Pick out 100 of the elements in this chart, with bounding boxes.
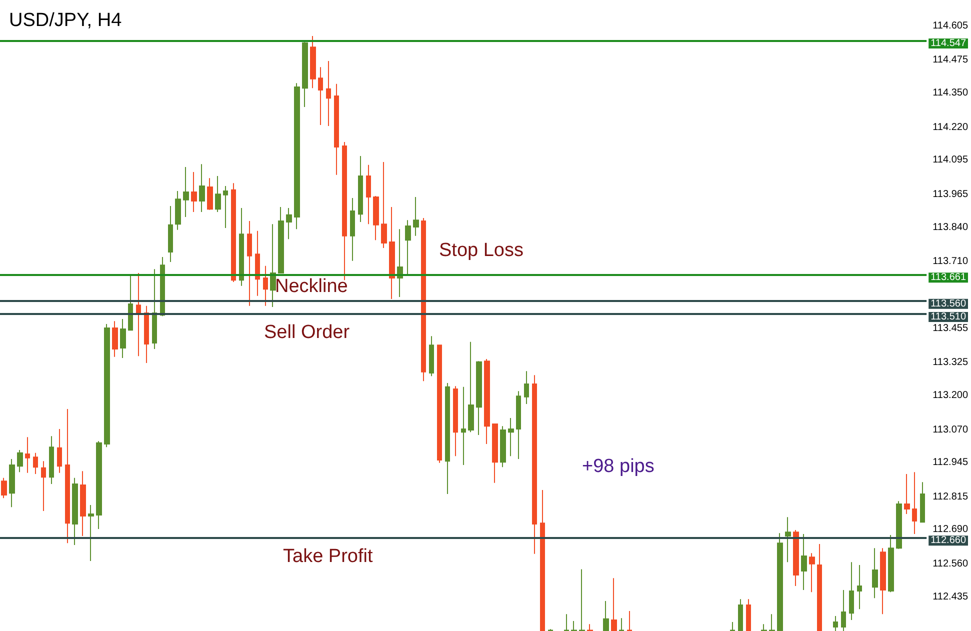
candlestick — [880, 548, 886, 615]
candlestick — [587, 624, 593, 631]
candlestick — [294, 82, 300, 230]
candlestick — [405, 220, 411, 276]
candlestick — [912, 472, 917, 534]
y-tick-label: 113.840 — [932, 222, 968, 233]
candlestick — [397, 228, 403, 298]
candlestick — [144, 305, 149, 364]
candlestick — [104, 324, 110, 448]
candlestick — [128, 275, 133, 331]
candlestick — [437, 344, 442, 464]
candlestick — [896, 500, 902, 550]
ref-line-label: 112.660 — [930, 535, 966, 546]
candlestick — [302, 42, 308, 108]
y-tick-label: 112.815 — [932, 491, 968, 502]
annotation: Sell Order — [264, 322, 350, 343]
candlestick — [239, 208, 244, 286]
candlestick — [389, 206, 395, 300]
y-tick-label: 114.220 — [932, 122, 968, 133]
candlestick — [849, 562, 854, 620]
y-tick-label: 114.350 — [932, 88, 968, 99]
candlestick — [484, 358, 490, 444]
candlestick — [247, 220, 252, 306]
candlestick — [746, 598, 751, 631]
candlestick — [777, 532, 783, 631]
candlestick — [25, 436, 30, 474]
candlestick — [524, 370, 529, 405]
annotation: Take Profit — [283, 546, 374, 567]
y-tick-label: 113.710 — [932, 256, 968, 267]
candlestick — [191, 172, 197, 212]
y-tick-label: 112.560 — [932, 558, 968, 570]
ref-line-label: 113.661 — [930, 272, 966, 284]
candlestick — [152, 268, 157, 350]
candlestick — [72, 477, 78, 546]
candlestick — [516, 390, 521, 460]
candlestick — [730, 622, 735, 631]
candlestick — [540, 490, 545, 631]
candlestick — [888, 534, 894, 593]
candlestick — [96, 440, 102, 530]
candlestick — [358, 155, 363, 222]
candlestick — [579, 568, 585, 631]
ref-line-label: 114.547 — [930, 38, 966, 50]
y-tick-label: 113.070 — [932, 424, 968, 436]
candlestick — [857, 564, 862, 610]
candlestick — [350, 198, 355, 262]
candlestick — [476, 360, 482, 436]
candlestick — [801, 533, 807, 590]
candlestick — [611, 578, 617, 631]
candlestick — [41, 460, 46, 512]
candlestick — [500, 426, 506, 468]
candlestick — [17, 450, 23, 473]
y-tick-label: 114.095 — [932, 154, 968, 166]
candlestick — [619, 618, 624, 631]
candlestick — [872, 548, 878, 599]
annotation: Neckline — [275, 276, 348, 297]
candlestick — [603, 600, 609, 631]
annotation: +98 pips — [582, 456, 654, 477]
candlestick — [817, 543, 822, 631]
candlestick — [270, 224, 276, 308]
y-tick-label: 112.690 — [932, 524, 968, 536]
candlestick — [738, 598, 743, 631]
candlestick — [761, 624, 767, 631]
candlestick — [468, 341, 474, 433]
y-tick-label: 113.325 — [932, 357, 968, 368]
ref-line-label: 113.510 — [930, 312, 966, 323]
candlestick — [286, 208, 292, 240]
candlestick — [65, 408, 70, 544]
candlestick — [366, 164, 371, 225]
y-tick-label: 112.945 — [932, 457, 968, 468]
candlestick — [532, 374, 537, 554]
candlestick — [199, 164, 205, 212]
candlestick — [255, 230, 260, 296]
candlestick — [508, 417, 514, 457]
candlestick — [492, 424, 498, 484]
candlestick — [175, 190, 181, 230]
candlestick — [310, 36, 316, 89]
y-tick-label: 114.475 — [932, 54, 968, 66]
y-tick-label: 114.605 — [932, 20, 968, 32]
candlestick — [49, 436, 54, 484]
candlestick — [381, 162, 387, 249]
candlestick — [461, 386, 466, 466]
candlestick — [453, 386, 458, 457]
text: USD/JPY, H4 — [9, 10, 122, 31]
candlestick — [793, 530, 799, 587]
candlestick — [785, 516, 791, 563]
candlestick — [207, 178, 213, 210]
candlestick — [421, 218, 426, 382]
candlestick — [263, 265, 268, 306]
candlestick — [183, 166, 189, 218]
y-tick-label: 112.435 — [932, 591, 968, 602]
ref-line-label: 113.560 — [930, 298, 966, 310]
candlestick — [809, 552, 815, 593]
candlestick — [326, 60, 331, 126]
candlestick — [1, 477, 7, 499]
candlestick — [920, 482, 925, 523]
candlestick — [215, 175, 221, 212]
y-tick-label: 113.200 — [932, 390, 968, 402]
candlestick — [564, 614, 569, 631]
candlestick — [769, 614, 775, 631]
candlestick — [318, 66, 323, 126]
